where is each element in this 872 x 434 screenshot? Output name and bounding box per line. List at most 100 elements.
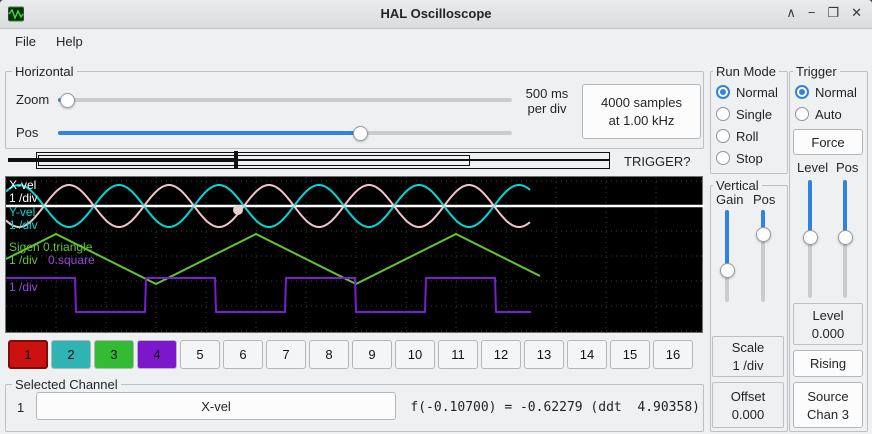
trigger-group [789, 71, 868, 432]
timebase-value: 500 ms [525, 86, 569, 101]
menu-file[interactable]: File [15, 33, 36, 49]
channel-button-2[interactable]: 2 [51, 340, 91, 369]
channel-button-6[interactable]: 6 [223, 340, 263, 369]
zoom-slider-track[interactable] [58, 98, 512, 102]
channel-button-11[interactable]: 11 [438, 340, 478, 369]
channel-button-12[interactable]: 12 [481, 340, 521, 369]
trigger-pos-label: Pos [836, 160, 859, 175]
channel-button-3[interactable]: 3 [94, 340, 134, 369]
trigger-source-caption: Source [807, 388, 849, 404]
channel-button-13[interactable]: 13 [524, 340, 564, 369]
trigger-mode-normal[interactable]: Normal [795, 81, 857, 103]
radio-icon [716, 129, 730, 143]
scope-channel-label: 0.square [48, 253, 95, 267]
selected-channel-index: 1 [17, 400, 25, 415]
radio-icon [795, 107, 809, 121]
trace-x-vel [6, 184, 531, 228]
samples-line2: at 1.00 kHz [608, 113, 675, 128]
radio-icon [716, 107, 730, 121]
scope-channel-label: Y-vel [9, 205, 36, 219]
trace-sigen0-square [6, 277, 531, 313]
run-mode-single[interactable]: Single [716, 103, 778, 125]
trigger-mode-auto[interactable]: Auto [795, 103, 857, 125]
zoom-label: Zoom [16, 92, 50, 107]
trigger-level-readout: Level 0.000 [793, 303, 863, 345]
shade-button[interactable]: ∧ [786, 5, 796, 20]
channel-button-8[interactable]: 8 [309, 340, 349, 369]
run-mode-roll[interactable]: Roll [716, 125, 778, 147]
channel-button-7[interactable]: 7 [266, 340, 306, 369]
window-controls: ∧ − ❐ ✕ [786, 5, 862, 21]
run-mode-group-label: Run Mode [713, 64, 779, 79]
trigger-level-slider-handle[interactable] [803, 230, 818, 245]
channel-button-14[interactable]: 14 [567, 340, 607, 369]
scope-channel-label: 1 /div [9, 280, 38, 294]
menu-help[interactable]: Help [55, 33, 83, 49]
run-mode-normal[interactable]: Normal [716, 81, 778, 103]
vertical-scale-value: 1 /div [732, 358, 764, 373]
radio-label: Single [736, 106, 773, 122]
channel-button-5[interactable]: 5 [180, 340, 220, 369]
vertical-offset-caption: Offset [730, 388, 766, 404]
radio-icon [716, 151, 730, 165]
trigger-slope-button[interactable]: Rising [793, 350, 863, 377]
force-button[interactable]: Force [793, 129, 863, 155]
buffer-post-trigger-line [238, 159, 610, 161]
vertical-scale-readout: Scale 1 /div [712, 336, 784, 377]
samples-line1: 4000 samples [601, 95, 682, 110]
channel-button-10[interactable]: 10 [395, 340, 435, 369]
scope-channel-label: 1 /div [9, 253, 38, 267]
selected-channel-group [5, 384, 704, 432]
trigger-pos-slider-handle[interactable] [838, 230, 853, 245]
scope-display[interactable]: X-vel 1 /div Y-vel 1 /div Sigen 0.triangle 1 … [5, 176, 704, 334]
trigger-source-value: Chan 3 [807, 406, 849, 422]
vertical-pos-slider-track[interactable] [761, 210, 765, 302]
radio-label: Stop [736, 150, 763, 166]
scope-canvas [6, 177, 704, 334]
samples-button[interactable]: 4000 samples at 1.00 kHz [582, 84, 701, 139]
close-button[interactable]: ✕ [851, 5, 862, 20]
trigger-pos-slider-fill [843, 180, 847, 237]
trigger-source-button[interactable]: Source Chan 3 [793, 382, 863, 428]
minimize-button[interactable]: − [807, 5, 816, 20]
timebase-unit: per div [527, 101, 567, 116]
zoom-slider-handle[interactable] [60, 93, 75, 108]
channel-button-4[interactable]: 4 [137, 340, 177, 369]
channel-button-1[interactable]: 1 [8, 340, 48, 369]
vertical-pos-slider-handle[interactable] [756, 227, 771, 242]
channel-value-readout: f(-0.10700) = -0.62279 (ddt 4.90358) [410, 400, 700, 415]
scope-channel-label: 1 /div [9, 218, 38, 232]
channel-button-16[interactable]: 16 [653, 340, 693, 369]
pos-slider-fill [58, 131, 360, 135]
radio-label: Normal [736, 84, 778, 100]
vertical-pos-slider-fill [761, 210, 765, 234]
trigger-point-marker [233, 205, 243, 215]
trigger-position-tick [234, 151, 238, 169]
selected-channel-group-label: Selected Channel [12, 377, 121, 392]
trace-sigen0-triangle [6, 232, 541, 286]
trigger-mode-radios: Normal Auto [795, 81, 857, 125]
trigger-level-value: 0.000 [811, 325, 845, 341]
horizontal-group [5, 71, 704, 149]
radio-label: Roll [736, 128, 759, 144]
titlebar[interactable]: HAL Oscilloscope ∧ − ❐ ✕ [0, 0, 872, 29]
window-title: HAL Oscilloscope [380, 6, 492, 21]
vertical-scale-caption: Scale [731, 340, 765, 355]
radio-icon [716, 85, 730, 99]
run-mode-radios: Normal Single Roll Stop [716, 81, 778, 169]
trigger-group-label: Trigger [793, 64, 840, 79]
radio-icon [795, 85, 809, 99]
channel-name-button[interactable]: X-vel [36, 392, 396, 420]
run-mode-stop[interactable]: Stop [716, 147, 778, 169]
pos-slider-handle[interactable] [353, 126, 368, 141]
trigger-level-caption: Level [812, 307, 844, 323]
timebase-readout: 500 ms per div [518, 86, 576, 116]
channel-button-15[interactable]: 15 [610, 340, 650, 369]
vertical-gain-slider-handle[interactable] [720, 263, 735, 278]
trigger-level-label: Level [797, 160, 829, 175]
maximize-button[interactable]: ❐ [827, 5, 840, 20]
channel-button-9[interactable]: 9 [352, 340, 392, 369]
radio-label: Auto [815, 106, 842, 122]
horizontal-group-label: Horizontal [12, 64, 77, 79]
